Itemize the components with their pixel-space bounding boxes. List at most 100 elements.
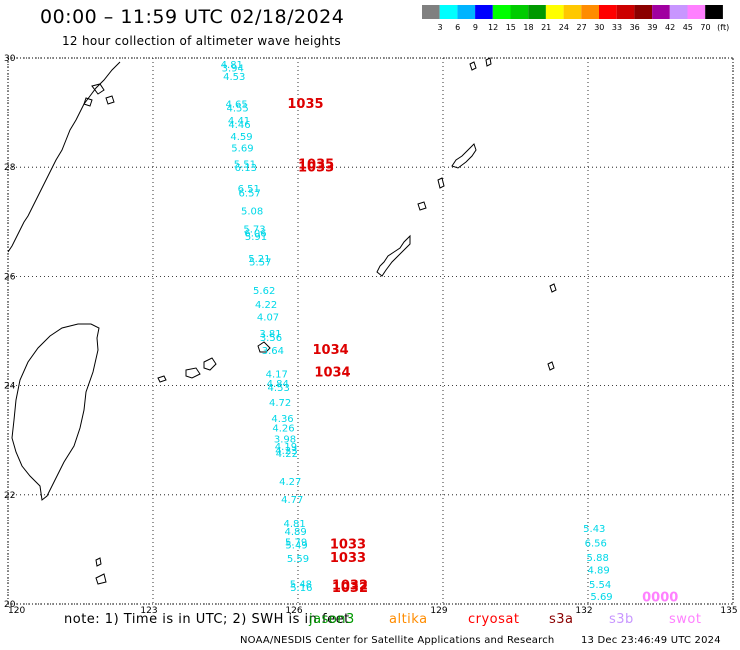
pass-number-label: 1034: [314, 365, 350, 380]
wave-height-value: 4.84: [267, 379, 289, 390]
legend-label: 30: [594, 23, 604, 32]
legend-swatch: [528, 5, 546, 19]
legend-swatch: [510, 5, 529, 19]
wave-height-value: 6.51: [238, 184, 260, 195]
legend-swatch: [563, 5, 582, 19]
ryukyu-okinawa-coastline: [376, 234, 411, 277]
legend-label: 18: [523, 23, 533, 32]
wave-height-value: 5.79: [285, 538, 307, 549]
pass-number-label: 1032: [332, 581, 368, 596]
wave-height-value: 6.57: [239, 189, 261, 200]
legend-label: 15: [506, 23, 516, 32]
ishigaki-island-coastline: [203, 357, 217, 371]
wave-height-value: 5.69: [590, 592, 612, 603]
legend-swatch: [669, 5, 688, 19]
wave-height-value: 4.81: [284, 519, 306, 530]
legend-swatch: [581, 5, 599, 19]
wave-height-value: 4.27: [279, 477, 301, 488]
credit-line: NOAA/NESDIS Center for Satellite Applica…: [240, 635, 555, 646]
units-note: note: 1) Time is in UTC; 2) SWH is in fe…: [64, 612, 350, 627]
wave-height-value: 5.08: [241, 207, 263, 218]
wave-height-value: 5.57: [249, 257, 271, 268]
legend-label: 9: [473, 23, 478, 32]
legend-swatch: [492, 5, 511, 19]
pass-number-label: 1034: [313, 343, 349, 358]
longitude-tick-label: 120: [8, 606, 25, 616]
wave-height-value: 3.56: [260, 333, 282, 344]
latitude-tick-label: 24: [4, 382, 16, 392]
wave-height-value: 5.62: [253, 286, 275, 297]
generation-timestamp: 13 Dec 23:46:49 UTC 2024: [581, 635, 721, 646]
legend-label: 21: [541, 23, 551, 32]
wave-height-value: 5.21: [248, 254, 270, 265]
coastline-layer: [7, 57, 557, 585]
wave-height-value: 4.07: [257, 313, 279, 324]
wave-height-value: 5.69: [231, 143, 253, 154]
wave-height-value: 4.72: [269, 398, 291, 409]
lat-lon-grid: [7, 57, 734, 605]
legend-swatch: [687, 5, 706, 19]
legend-label: 6: [455, 23, 460, 32]
wave-height-value: 4.46: [228, 120, 250, 131]
latitude-tick-label: 20: [4, 600, 16, 610]
legend-swatch: [439, 5, 458, 19]
wave-height-value: 4.19: [275, 442, 297, 453]
wave-height-value: 5.91: [245, 232, 267, 243]
pass-number-label: 1033: [298, 161, 334, 176]
longitude-tick-label: 126: [285, 606, 302, 616]
satellite-legend-s3b: s3b: [609, 612, 634, 627]
wave-height-value: 3.98: [274, 434, 296, 445]
wave-height-value: 4.55: [226, 104, 248, 115]
longitude-tick-label: 132: [575, 606, 592, 616]
legend-swatch: [422, 5, 440, 19]
okidaito-island: [547, 361, 555, 371]
wave-height-value: 4.17: [266, 369, 288, 380]
legend-swatch: [616, 5, 635, 19]
wave-height-value: 4.77: [281, 495, 303, 506]
taiwan-coastline: [11, 323, 100, 501]
wave-height-value: 5.54: [589, 580, 611, 591]
latitude-tick-label: 22: [4, 491, 15, 501]
legend-swatch: [545, 5, 564, 19]
wave-height-value: 5.48: [290, 580, 312, 591]
map-subtitle: 12 hour collection of altimeter wave hei…: [62, 34, 341, 48]
wave-height-value: 6.56: [585, 539, 607, 550]
pass-number-label: 0000: [642, 590, 678, 605]
wave-height-value: 6.13: [235, 163, 257, 174]
legend-label: 36: [630, 23, 640, 32]
batanes-islands: [95, 557, 107, 585]
axis-tick-labels: 120 123 126 129 132 135 30 28 26 24 22 20: [4, 54, 738, 616]
legend-swatch: [634, 5, 653, 19]
wave-height-value: 4.22: [255, 300, 277, 311]
latitude-tick-label: 26: [4, 272, 16, 282]
satellite-legend-cryosat: cryosat: [468, 612, 520, 627]
iriomote-island-coastline: [185, 367, 201, 379]
longitude-tick-label: 129: [430, 606, 447, 616]
legend-label: 24: [559, 23, 569, 32]
daito-island: [549, 283, 557, 293]
legend-swatch: [599, 5, 617, 19]
legend-label: 27: [577, 23, 587, 32]
satellite-legend-altika: altika: [389, 612, 428, 627]
wave-height-value: 6.06: [244, 229, 266, 240]
latitude-tick-label: 30: [4, 54, 16, 64]
legend-label: (ft): [717, 23, 729, 32]
legend-swatch: [475, 5, 493, 19]
wave-height-value: 4.53: [268, 383, 290, 394]
wave-height-observations: 4.813.944.534.654.554.414.464.595.695.51…: [221, 60, 613, 603]
legend-swatch: [705, 5, 723, 19]
wave-height-value: 4.23: [275, 446, 297, 457]
pass-number-label: 1035: [298, 157, 334, 172]
wave-height-value: 5.43: [583, 524, 605, 535]
wave-height-value: 5.59: [287, 554, 309, 565]
wave-height-value: 3.64: [262, 346, 284, 357]
wave-height-color-legend: 3 6 9 12 15 18 21 24 27 30 33 36 39 42 45 70 (ft): [422, 5, 729, 32]
satellite-legend-s3a: s3a: [549, 612, 574, 627]
pass-number-label: 1035: [287, 97, 323, 112]
pass-number-label: 1032: [332, 578, 368, 593]
wave-height-value: 3.81: [259, 329, 281, 340]
wave-height-value: 5.51: [234, 160, 256, 171]
longitude-tick-label: 135: [720, 606, 737, 616]
